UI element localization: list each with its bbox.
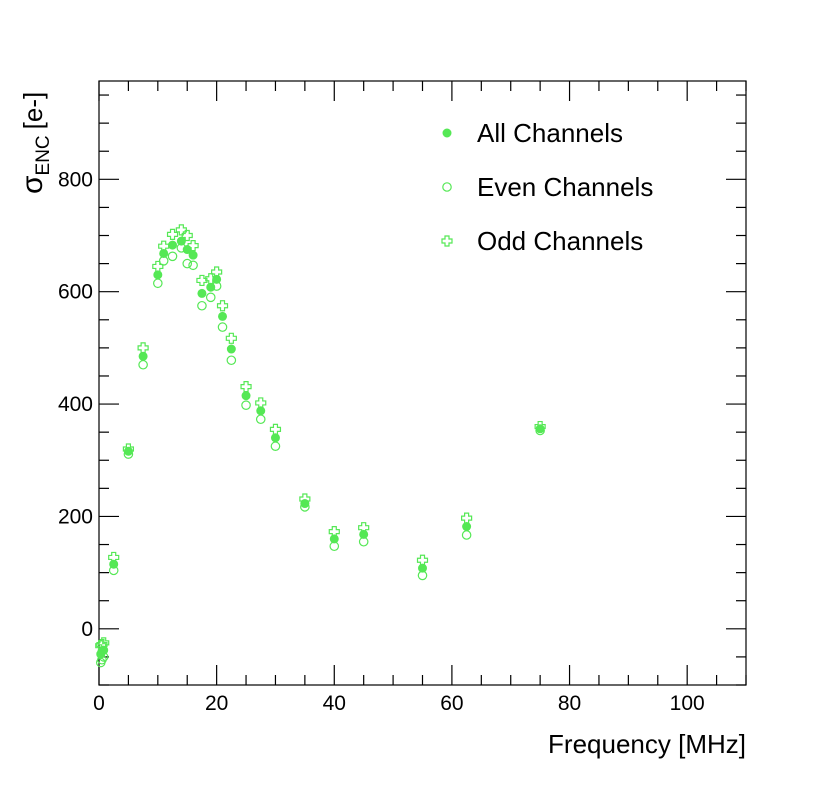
data-point [226,355,237,366]
data-point [461,530,472,540]
data-point [211,266,223,278]
data-point [108,565,119,576]
legend-marker [442,182,452,192]
x-tick-label: 20 [205,692,228,715]
data-point [187,240,199,252]
data-point [225,332,237,344]
data-point [211,281,222,291]
legend-marker [442,128,452,138]
y-tick-label: 0 [81,618,93,641]
data-point [96,638,108,651]
data-point [226,344,236,354]
data-point [241,400,251,410]
data-points [95,224,546,668]
data-point [108,551,120,564]
x-tick-label: 40 [323,692,346,715]
data-point [97,654,107,665]
data-point [205,292,216,303]
data-point [158,240,170,252]
data-point [197,288,207,298]
series-open-circle [95,243,545,668]
legend-marker [441,235,453,247]
x-tick-label: 60 [440,692,463,715]
x-tick-labels: 0 20 40 60 80 100 [93,692,705,715]
data-point [152,260,164,273]
data-point [328,526,340,538]
y-axis-title: σENC [e-] [16,92,54,194]
data-point [216,300,229,312]
y-tick-label: 800 [58,168,93,191]
y-axis-subscript: ENC [33,135,54,175]
data-point [181,229,193,242]
data-point [98,652,109,662]
data-point [175,224,187,236]
y-tick-labels: 0 200 400 600 800 [58,168,93,640]
data-point [137,342,149,354]
data-point [197,300,207,311]
data-point [255,414,266,425]
data-point [188,260,198,271]
data-point [299,493,311,505]
x-axis-title: Frequency [MHz] [548,729,746,759]
data-point [153,270,163,280]
y-tick-label: 600 [58,281,93,304]
data-point [98,637,110,649]
data-point [196,274,208,287]
x-tick-label: 100 [670,692,705,715]
data-point [158,255,169,266]
y-axis-symbol: σ [16,175,49,194]
data-point [95,640,107,652]
x-tick-label: 80 [558,692,581,715]
data-point [138,351,148,361]
data-point [122,443,135,455]
data-point [462,522,472,532]
data-point [255,397,267,409]
data-point [241,391,251,401]
data-point [205,273,217,285]
data-point [270,441,281,452]
data-point [461,512,473,524]
data-point [417,570,428,581]
data-point [176,243,187,253]
y-tick-label: 400 [58,393,93,416]
legend-label: Odd Channels [477,226,643,256]
data-point [138,359,148,370]
data-point [182,258,193,269]
series-open-cross [95,224,546,652]
data-point [206,282,216,292]
data-point [166,228,179,240]
data-point [176,236,186,246]
data-point [329,541,340,552]
legend-label: Even Channels [477,172,653,202]
data-point [167,251,178,262]
data-point [358,536,369,547]
data-point [269,423,282,435]
data-point [534,420,546,433]
data-point [416,554,429,566]
data-point [300,502,310,512]
y-axis-unit: [e-] [18,92,48,130]
data-point [123,449,134,459]
data-point [217,322,228,332]
data-point [153,278,163,289]
series-filled-circle [96,236,545,659]
data-point [218,311,228,321]
data-point [270,433,280,443]
data-point [535,425,545,436]
x-tick-label: 0 [93,692,105,715]
data-point [418,563,427,573]
y-tick-label: 200 [58,505,93,528]
legend-label: All Channels [477,118,623,148]
data-point [240,381,252,393]
legend: All Channels Even Channels Odd Channels [441,118,653,256]
data-point [168,240,178,250]
data-point [358,522,370,534]
data-point [188,250,198,260]
